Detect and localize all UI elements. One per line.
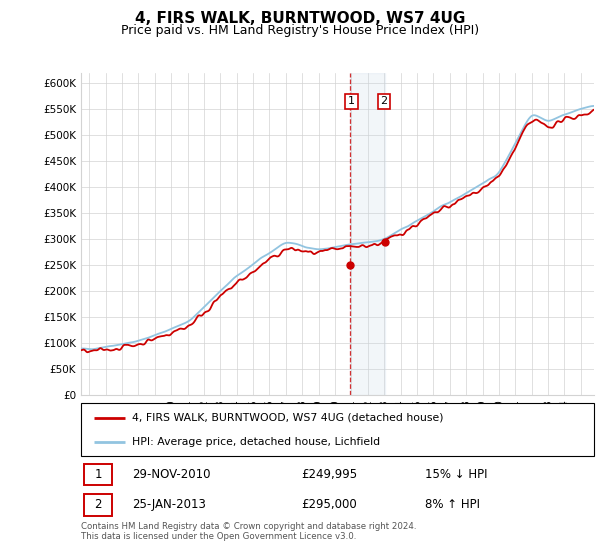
FancyBboxPatch shape (83, 464, 112, 486)
Text: HPI: Average price, detached house, Lichfield: HPI: Average price, detached house, Lich… (133, 437, 380, 447)
Text: 4, FIRS WALK, BURNTWOOD, WS7 4UG (detached house): 4, FIRS WALK, BURNTWOOD, WS7 4UG (detach… (133, 413, 444, 423)
Text: Contains HM Land Registry data © Crown copyright and database right 2024.
This d: Contains HM Land Registry data © Crown c… (81, 522, 416, 542)
Bar (350, 73, 385, 395)
Text: £249,995: £249,995 (302, 468, 358, 481)
Text: Price paid vs. HM Land Registry's House Price Index (HPI): Price paid vs. HM Land Registry's House … (121, 24, 479, 36)
Text: £295,000: £295,000 (302, 498, 358, 511)
Text: 29-NOV-2010: 29-NOV-2010 (133, 468, 211, 481)
Text: 1: 1 (348, 96, 355, 106)
Text: 4, FIRS WALK, BURNTWOOD, WS7 4UG: 4, FIRS WALK, BURNTWOOD, WS7 4UG (135, 11, 465, 26)
Text: 2: 2 (94, 498, 101, 511)
FancyBboxPatch shape (83, 494, 112, 516)
Text: 2: 2 (380, 96, 388, 106)
Text: 8% ↑ HPI: 8% ↑ HPI (425, 498, 480, 511)
Text: 15% ↓ HPI: 15% ↓ HPI (425, 468, 487, 481)
Text: 25-JAN-2013: 25-JAN-2013 (133, 498, 206, 511)
Text: 1: 1 (94, 468, 101, 481)
FancyBboxPatch shape (81, 403, 594, 456)
